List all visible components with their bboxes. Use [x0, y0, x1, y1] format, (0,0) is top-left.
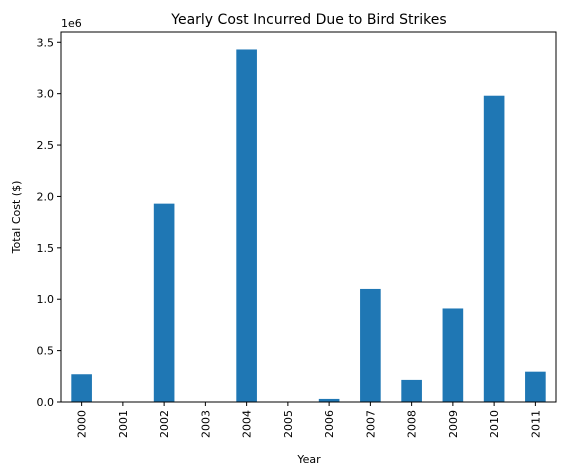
- x-tick-label: 2009: [447, 410, 460, 438]
- y-tick-label: 3.0: [37, 88, 55, 101]
- y-tick-label: 0.5: [37, 345, 55, 358]
- y-tick-label: 1.0: [37, 293, 55, 306]
- y-tick-label: 1.5: [37, 242, 55, 255]
- y-axis: 0.0 0.5 1.0 1.5 2.0 2.5 3.0 3.5: [37, 36, 61, 409]
- y-tick-label: 3.5: [37, 36, 55, 49]
- bar-2006: [318, 398, 340, 402]
- bar-2010: [483, 95, 505, 402]
- bar-2004: [236, 49, 257, 402]
- bar-2002: [153, 203, 175, 402]
- y-tick-label: 0.0: [37, 396, 55, 409]
- x-tick-label: 2003: [199, 410, 212, 438]
- bars: [71, 49, 546, 402]
- x-axis-label: Year: [296, 453, 321, 466]
- y-scale-label: 1e6: [61, 17, 82, 30]
- x-axis: 2000 2001 2002 2003 2004 2005 2006 2007 2008 2009…: [76, 402, 542, 438]
- chart-title: Yearly Cost Incurred Due to Bird Strikes: [170, 12, 446, 28]
- x-tick-label: 2000: [76, 410, 89, 438]
- bar-2000: [71, 374, 92, 402]
- x-tick-label: 2008: [406, 410, 419, 438]
- x-tick-label: 2011: [529, 410, 542, 438]
- x-tick-label: 2005: [282, 410, 295, 438]
- bar-2011: [525, 371, 546, 402]
- bar-2008: [401, 379, 422, 402]
- x-tick-label: 2007: [364, 410, 377, 438]
- bar-2007: [360, 288, 381, 402]
- plot-frame: [60, 31, 557, 403]
- x-tick-label: 2006: [323, 410, 336, 438]
- x-tick-label: 2002: [158, 410, 171, 438]
- x-tick-label: 2001: [117, 410, 130, 438]
- x-tick-label: 2010: [488, 410, 501, 438]
- x-tick-label: 2004: [241, 410, 254, 438]
- y-tick-label: 2.5: [37, 139, 55, 152]
- y-axis-label: Total Cost ($): [10, 181, 23, 255]
- bar-2009: [442, 308, 464, 402]
- y-tick-label: 2.0: [37, 190, 55, 203]
